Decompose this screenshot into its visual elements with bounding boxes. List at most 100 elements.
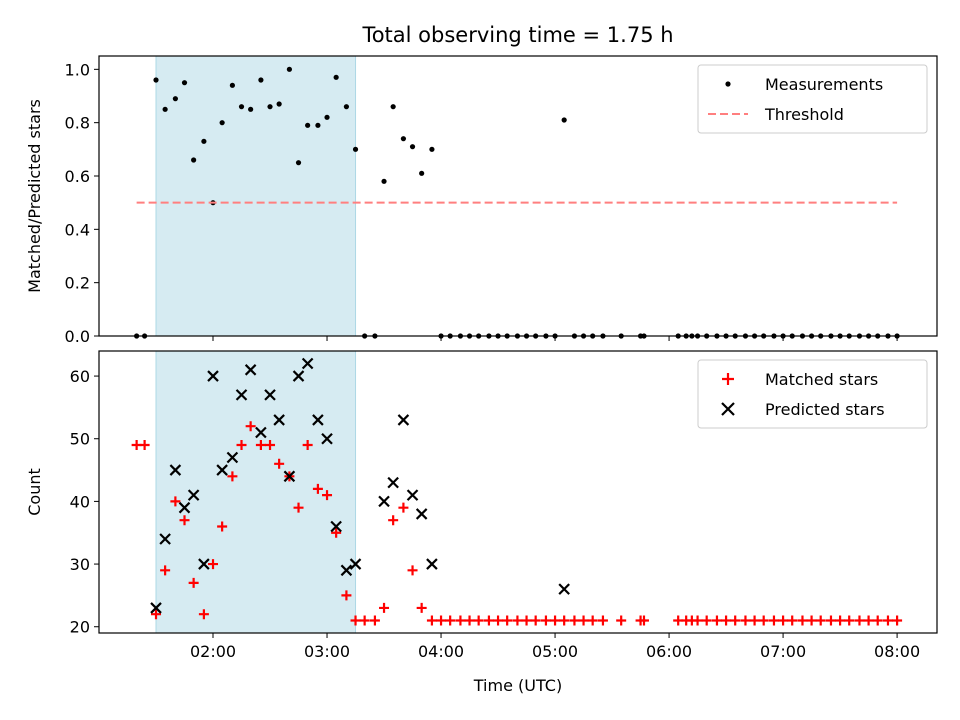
matched-stars-point xyxy=(312,483,323,494)
legend-label: Threshold xyxy=(764,105,844,124)
top-y-axis-label: Matched/Predicted stars xyxy=(25,99,44,293)
matched-stars-point xyxy=(398,502,409,513)
matched-stars-point xyxy=(778,615,789,626)
matched-stars-point xyxy=(530,615,541,626)
measurement-point xyxy=(561,117,567,123)
measurement-point xyxy=(315,122,321,128)
measurement-point xyxy=(248,106,254,112)
predicted-stars-point xyxy=(426,558,438,570)
measurement-point xyxy=(419,170,425,176)
matched-stars-point xyxy=(416,602,427,613)
top-panel: 0.0 0.2 0.4 0.6 0.8 1.0 Matched/Predicted star… xyxy=(25,55,938,346)
matched-stars-point xyxy=(521,615,532,626)
matched-stars-point xyxy=(806,615,817,626)
bottom-y-axis-label: Count xyxy=(25,468,44,516)
x-axis-label: Time (UTC) xyxy=(473,676,562,695)
bottom-panel: 20 30 40 50 60 02:00 03:00 04:00 05:00 06:00 07:00… xyxy=(25,350,938,695)
matched-stars-point xyxy=(711,615,722,626)
matched-stars-point xyxy=(436,615,447,626)
bottom-legend: Matched stars Predicted stars xyxy=(697,359,928,429)
measurement-point xyxy=(191,157,197,163)
predicted-stars-point xyxy=(378,495,390,508)
matched-stars-point xyxy=(740,615,751,626)
predicted-stars-point xyxy=(349,558,362,570)
legend-predicted-marker xyxy=(721,402,735,416)
predicted-stars-point xyxy=(226,451,239,464)
matched-stars-point xyxy=(388,515,399,526)
figure-title: Total observing time = 1.75 h xyxy=(361,23,673,47)
matched-stars-point xyxy=(455,615,466,626)
matched-stars-point xyxy=(749,615,760,626)
matched-stars-point xyxy=(331,527,342,538)
matched-stars-point xyxy=(559,615,570,626)
predicted-stars-point xyxy=(244,364,257,376)
matched-stars-point xyxy=(483,615,494,626)
matched-stars-point xyxy=(835,615,846,626)
matched-stars-point xyxy=(245,421,256,432)
measurement-point xyxy=(238,104,245,110)
measurement-point xyxy=(429,146,435,152)
matched-stars-point xyxy=(758,615,769,626)
measurement-point xyxy=(162,106,168,112)
matched-stars-point xyxy=(815,615,826,626)
top-legend: Measurements Threshold xyxy=(697,64,928,134)
matched-stars-point xyxy=(293,502,304,513)
matched-stars-point xyxy=(265,440,276,450)
predicted-stars-point xyxy=(198,558,210,570)
matched-stars-point xyxy=(882,615,893,626)
matched-stars-point xyxy=(701,615,712,626)
matched-stars-point xyxy=(139,440,150,450)
matched-stars-point xyxy=(892,615,903,626)
top-legend-box xyxy=(697,64,928,134)
measurement-point xyxy=(276,101,282,107)
measurement-point xyxy=(390,104,396,110)
measurement-point xyxy=(295,160,302,166)
matched-stars-point xyxy=(160,565,171,576)
matched-stars-point xyxy=(359,615,370,626)
matched-stars-point xyxy=(587,615,598,626)
matched-stars-point xyxy=(787,615,798,626)
top-axes-frame xyxy=(98,55,938,337)
matched-stars-point xyxy=(825,615,836,626)
matched-stars-point xyxy=(844,615,855,626)
measurement-point xyxy=(343,104,350,110)
predicted-stars-point xyxy=(415,508,428,520)
bottom-x-tick-label: 03:00 xyxy=(304,642,350,661)
top-y-tick-label: 0.8 xyxy=(65,114,90,133)
predicted-stars-point xyxy=(321,432,333,445)
matched-stars-point xyxy=(464,615,475,626)
predicted-stars-point xyxy=(169,464,182,476)
matched-stars-point xyxy=(170,496,181,507)
predicted-stars-point xyxy=(255,426,267,439)
legend-label: Measurements xyxy=(765,75,883,94)
matched-stars-point xyxy=(341,590,352,601)
matched-stars-point xyxy=(730,615,741,626)
matched-stars-point xyxy=(426,615,437,626)
matched-stars-point xyxy=(473,615,484,626)
bottom-x-tick-label: 04:00 xyxy=(418,642,464,661)
legend-label: Matched stars xyxy=(765,370,878,389)
top-y-tick-label: 0.2 xyxy=(65,274,90,293)
predicted-stars-point xyxy=(387,476,399,489)
matched-stars-point xyxy=(236,440,247,450)
top-y-tick-label: 1.0 xyxy=(65,60,90,79)
bottom-legend-box xyxy=(697,359,928,429)
matched-stars-point xyxy=(797,615,808,626)
matched-stars-point xyxy=(863,615,874,626)
predicted-stars-point xyxy=(558,583,570,595)
measurement-point xyxy=(181,80,188,86)
matched-stars-point xyxy=(179,515,190,526)
matched-stars-point xyxy=(512,615,523,626)
predicted-stars-point xyxy=(406,489,419,501)
measurement-point xyxy=(352,146,359,152)
matched-stars-point xyxy=(350,615,361,626)
top-highlight-span xyxy=(155,55,357,337)
predicted-stars-point xyxy=(292,370,305,382)
predicted-stars-point xyxy=(159,533,171,545)
matched-stars-point xyxy=(854,615,865,626)
matched-stars-point xyxy=(445,615,456,626)
matched-stars-point xyxy=(302,440,313,450)
measurement-point xyxy=(201,138,207,144)
matched-stars-point xyxy=(578,615,589,626)
